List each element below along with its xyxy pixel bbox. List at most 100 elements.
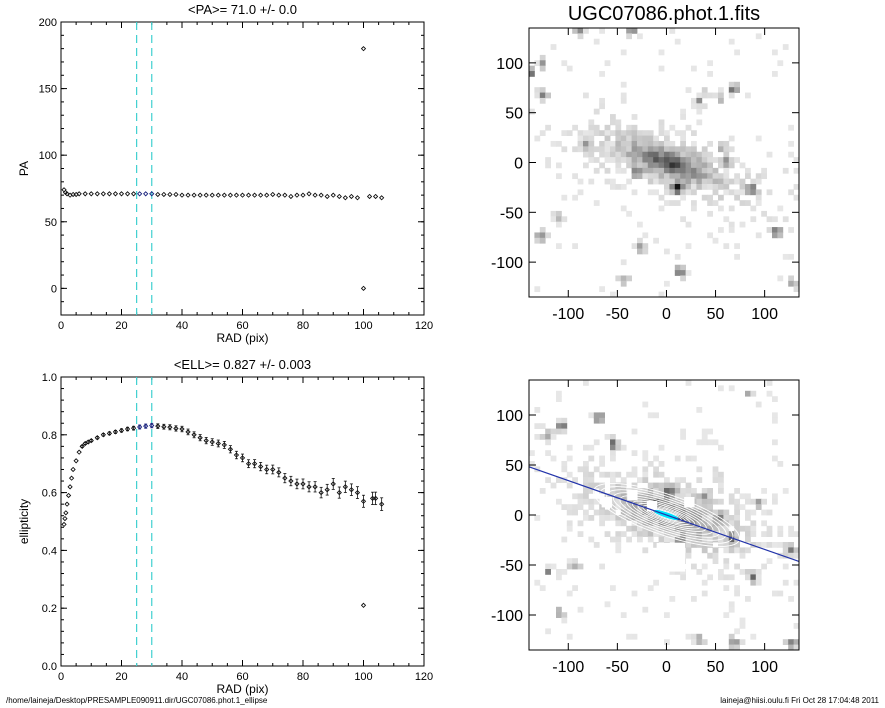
image-pixel (761, 520, 767, 527)
image-pixel (593, 498, 600, 505)
data-point (306, 484, 312, 490)
x-tick-label: -50 (606, 306, 629, 323)
image-pixel (696, 504, 703, 510)
image-pixel (691, 189, 697, 196)
image-pixel (588, 515, 595, 521)
image-pixel (588, 488, 595, 494)
image-pixel (561, 417, 568, 424)
image-pixel (685, 547, 692, 554)
image-pixel (556, 606, 562, 613)
image-pixel (658, 205, 665, 212)
image-pixel (707, 71, 713, 77)
image-pixel (572, 585, 578, 591)
image-pixel (745, 200, 751, 206)
data-point (94, 435, 100, 441)
image-pixel (680, 178, 686, 185)
image-pixel (761, 498, 767, 505)
data-point (276, 469, 282, 476)
image-pixel (691, 455, 697, 462)
image-pixel (691, 633, 697, 640)
image-pixel (566, 482, 573, 489)
image-pixel (793, 547, 800, 554)
image-pixel (718, 92, 724, 99)
image-pixel (674, 531, 681, 537)
image-pixel (680, 477, 686, 483)
image-pixel (701, 428, 708, 435)
image-pixel (766, 189, 773, 196)
image-pixel (669, 157, 676, 163)
image-pixel (539, 423, 546, 429)
image-pixel (772, 498, 778, 505)
image-pixel (615, 167, 622, 174)
image-pixel (653, 178, 659, 185)
image-pixel (739, 221, 746, 228)
image-pixel (620, 135, 627, 142)
image-pixel (642, 130, 649, 136)
mask-region (601, 497, 613, 508)
image-pixel (626, 162, 632, 169)
image-pixel (788, 531, 794, 537)
data-point (330, 192, 336, 198)
image-pixel (772, 216, 778, 223)
image-pixel (669, 531, 676, 537)
image-pixel (718, 525, 724, 532)
data-point (82, 191, 88, 197)
data-point (100, 191, 106, 197)
image-pixel (723, 189, 730, 196)
image-pixel (566, 130, 573, 136)
data-point (62, 515, 68, 522)
image-pixel (615, 520, 622, 527)
image-pixel (534, 286, 541, 293)
data-point (64, 191, 70, 197)
image-pixel (782, 579, 789, 586)
image-pixel (653, 162, 659, 169)
image-pixel (728, 493, 735, 500)
image-pixel (685, 184, 692, 190)
image-pixel (701, 92, 708, 99)
image-pixel (745, 390, 751, 397)
image-pixel (561, 504, 568, 510)
image-pixel (685, 221, 692, 228)
image-pixel (583, 466, 589, 473)
image-pixel (788, 189, 794, 196)
data-point (251, 461, 258, 467)
data-point (221, 442, 227, 448)
image-pixel (539, 92, 546, 99)
ellipticity-profile-plot: 0 20 40 60 80 100 120 0.0 0.2 0.4 0.6 0.8 1.0 <ELL>= … (17, 357, 433, 696)
image-pixel (539, 60, 546, 67)
image-pixel (588, 119, 595, 126)
image-pixel (572, 28, 578, 34)
image-pixel (620, 498, 627, 505)
mask-region (627, 490, 638, 501)
image-pixel (610, 450, 616, 456)
image-pixel (561, 477, 568, 483)
image-pixel (593, 38, 600, 45)
data-point (264, 192, 270, 198)
y-tick-label: -100 (491, 608, 523, 625)
image-pixel (707, 525, 713, 532)
image-pixel (615, 119, 622, 126)
image-pixel (626, 210, 632, 217)
image-pixel (637, 146, 643, 153)
image-pixel (691, 536, 697, 543)
image-pixel (691, 146, 697, 153)
image-pixel (599, 488, 605, 494)
image-pixel (696, 525, 703, 532)
image-pixel (642, 547, 649, 554)
image-pixel (647, 162, 654, 169)
y-tick-label: 1.0 (42, 372, 57, 384)
image-pixel (631, 162, 638, 169)
image-pixel (599, 471, 605, 478)
image-pixel (566, 563, 573, 570)
image-pixel (701, 579, 708, 586)
image-pixel (669, 28, 676, 34)
y-tick-label: -100 (491, 255, 523, 272)
image-pixel (728, 92, 735, 99)
image-pixel (588, 157, 595, 163)
data-point (221, 192, 227, 198)
image-pixel (653, 531, 659, 537)
image-pixel (739, 617, 746, 624)
image-pixel (593, 130, 600, 136)
image-pixel (680, 140, 686, 147)
image-pixel (604, 140, 611, 147)
